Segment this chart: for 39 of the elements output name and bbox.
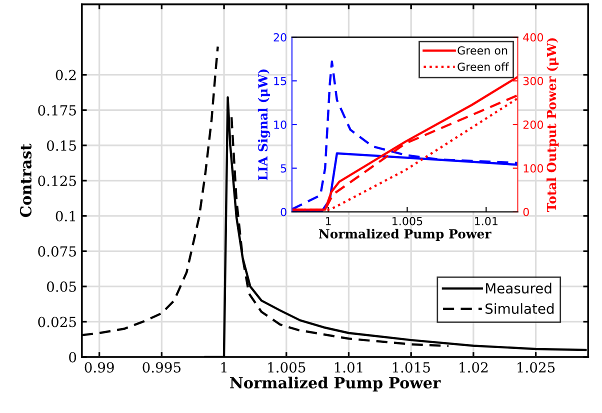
x-tick-label: 0.995	[142, 362, 180, 373]
legend-label: Simulated	[486, 303, 554, 314]
x-tick-label: 1.01	[474, 216, 498, 226]
y-tick-label: 0	[280, 208, 286, 216]
y-tick-label: 0.05	[47, 281, 76, 292]
y-axis-title: Contrast	[20, 144, 32, 218]
legend-label: Green off	[458, 62, 510, 71]
y-tick-label: 0.075	[38, 246, 76, 257]
y2-axis-title: Total Output Power (μW)	[546, 38, 559, 212]
y-tick-label: 0.175	[38, 105, 76, 116]
x-tick-label: 1.015	[392, 362, 430, 373]
y-axis-title: LIA Signal (μW)	[258, 69, 270, 180]
y-tick-label: 0.1	[56, 210, 76, 222]
x-tick-label: 1.005	[392, 216, 422, 226]
y-tick-label: 10	[274, 120, 286, 129]
x-tick-label: 1.01	[334, 362, 362, 373]
x-tick-label: 1	[326, 217, 331, 226]
x-axis-title: Normalized Pump Power	[230, 376, 441, 392]
y2-tick-label: 0	[523, 208, 529, 216]
y-tick-label: 15	[274, 76, 286, 86]
y-tick-label: 0	[69, 352, 76, 362]
y-tick-label: 0.2	[56, 70, 76, 80]
y2-tick-label: 200	[523, 120, 544, 129]
y-tick-label: 0.125	[38, 176, 76, 186]
x-tick-label: 1	[221, 362, 226, 372]
x-tick-label: 1.02	[460, 362, 488, 373]
legend-label: Green on	[458, 46, 508, 55]
y2-tick-label: 100	[524, 164, 544, 173]
y-tick-label: 0.15	[47, 140, 76, 151]
x-tick-label: 1.025	[518, 362, 555, 373]
y2-tick-label: 300	[523, 76, 544, 86]
legend-label: Measured	[486, 282, 552, 294]
x-axis-title: Normalized Pump Power	[318, 228, 492, 241]
y-tick-label: 20	[274, 33, 286, 42]
y2-tick-label: 400	[523, 33, 544, 42]
y-tick-label: 0.025	[38, 316, 76, 328]
x-tick-label: 1.005	[268, 362, 306, 373]
x-tick-label: 0.99	[84, 362, 114, 373]
y-tick-label: 5	[280, 164, 286, 173]
